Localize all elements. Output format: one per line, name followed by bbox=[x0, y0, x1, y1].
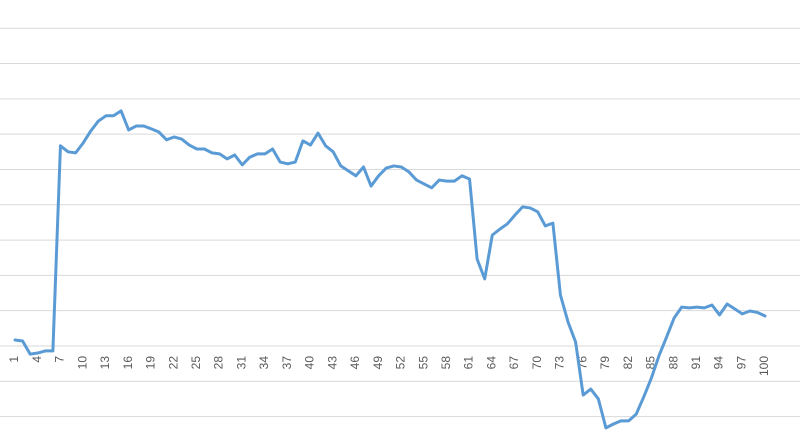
x-tick-label: 46 bbox=[348, 356, 362, 370]
x-tick-label: 40 bbox=[303, 356, 317, 370]
x-tick-label: 7 bbox=[53, 356, 67, 363]
x-tick-label: 97 bbox=[734, 356, 748, 370]
x-tick-label: 25 bbox=[189, 356, 203, 370]
x-tick-label: 67 bbox=[507, 356, 521, 370]
x-tick-label: 55 bbox=[416, 356, 430, 370]
x-tick-label: 43 bbox=[325, 356, 339, 370]
x-tick-label: 19 bbox=[144, 356, 158, 370]
x-tick-label: 79 bbox=[598, 356, 612, 370]
x-tick-label: 52 bbox=[394, 356, 408, 370]
x-tick-label: 37 bbox=[280, 356, 294, 370]
x-tick-label: 22 bbox=[166, 356, 180, 370]
x-tick-label: 100 bbox=[757, 356, 771, 376]
x-tick-label: 34 bbox=[257, 356, 271, 370]
x-tick-label: 73 bbox=[553, 356, 567, 370]
x-tick-label: 94 bbox=[712, 356, 726, 370]
x-tick-label: 28 bbox=[212, 356, 226, 370]
x-tick-label: 88 bbox=[666, 356, 680, 370]
x-tick-label: 13 bbox=[98, 356, 112, 370]
x-tick-label: 70 bbox=[530, 356, 544, 370]
x-tick-label: 16 bbox=[121, 356, 135, 370]
x-tick-label: 61 bbox=[462, 356, 476, 370]
x-tick-label: 49 bbox=[371, 356, 385, 370]
x-tick-label: 10 bbox=[75, 356, 89, 370]
x-tick-label: 4 bbox=[30, 356, 44, 363]
x-tick-label: 1 bbox=[7, 356, 21, 363]
x-tick-label: 91 bbox=[689, 356, 703, 370]
x-tick-label: 58 bbox=[439, 356, 453, 370]
data-line bbox=[13, 109, 767, 430]
x-tick-label: 31 bbox=[234, 356, 248, 370]
x-tick-label: 82 bbox=[621, 356, 635, 370]
x-tick-label: 64 bbox=[484, 356, 498, 370]
